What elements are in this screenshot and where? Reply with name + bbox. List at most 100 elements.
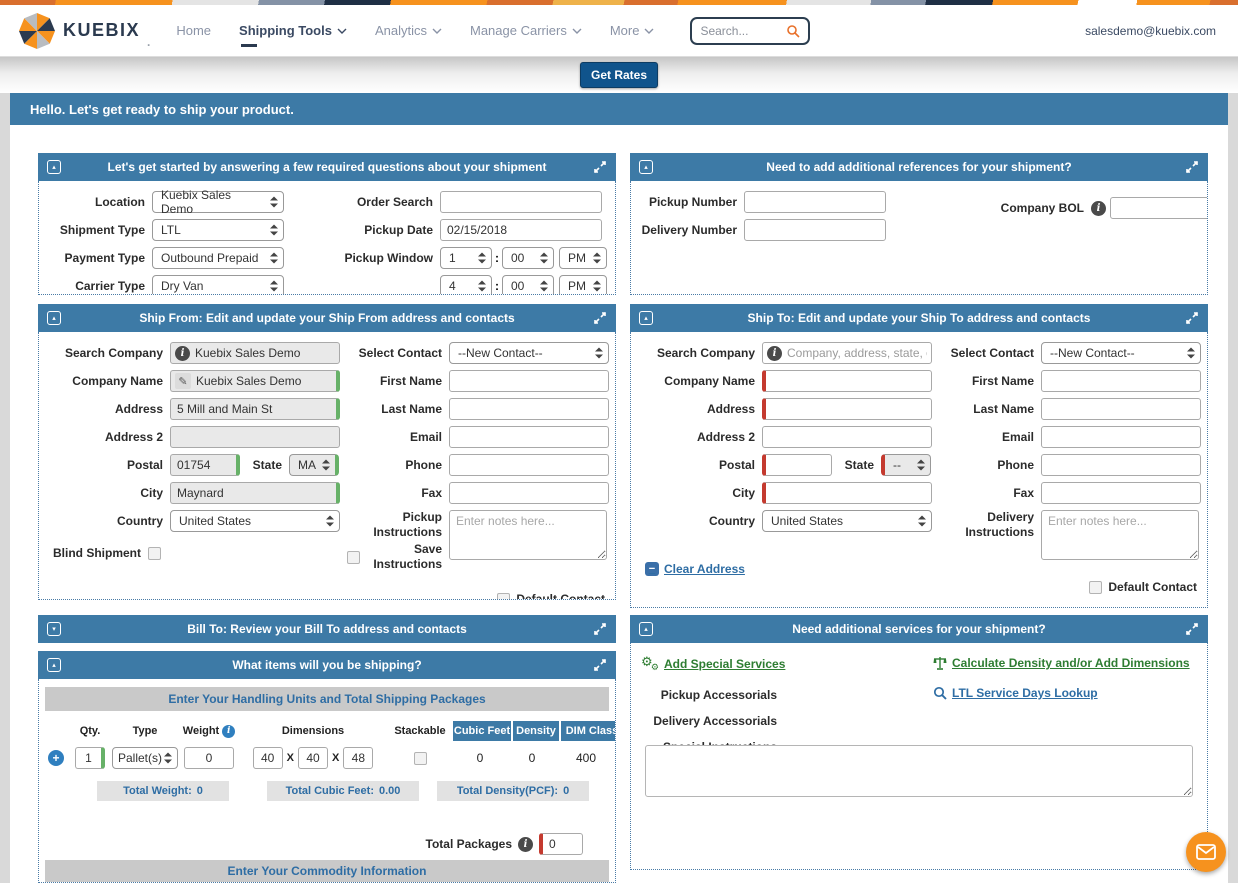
add-special-services-link[interactable]: ⚙ ⚙ Add Special Services [641, 655, 786, 673]
city-input[interactable] [170, 482, 340, 504]
stackable-checkbox[interactable] [413, 751, 427, 765]
search-company-input[interactable]: i Kuebix Sales Demo [170, 342, 340, 364]
fax-input[interactable] [449, 482, 609, 504]
expand-icon[interactable] [593, 160, 607, 174]
collapse-icon[interactable]: ▴ [47, 311, 61, 325]
dim-width-input[interactable] [298, 747, 328, 769]
calculate-density-link[interactable]: Calculate Density and/or Add Dimensions [933, 656, 1190, 670]
company-name-input[interactable]: ✎ Kuebix Sales Demo [170, 370, 340, 392]
last-name-input[interactable] [1041, 398, 1201, 420]
kuebix-logo[interactable]: KUEBIX . [18, 12, 150, 49]
fax-input[interactable] [1041, 482, 1201, 504]
info-icon[interactable]: i [518, 836, 533, 852]
phone-input[interactable] [1041, 454, 1201, 476]
last-name-input[interactable] [449, 398, 609, 420]
pickup-number-input[interactable] [744, 191, 886, 213]
postal-input[interactable] [170, 454, 240, 476]
first-name-input[interactable] [449, 370, 609, 392]
address2-input[interactable] [762, 426, 932, 448]
collapse-icon[interactable]: ▴ [639, 160, 653, 174]
panel-references-header[interactable]: ▴ Need to add additional references for … [630, 153, 1208, 181]
add-item-icon[interactable]: + [48, 750, 64, 766]
weight-info-icon[interactable]: i [222, 724, 236, 738]
state-select[interactable]: -- [881, 454, 931, 476]
city-input[interactable] [762, 482, 932, 504]
location-select[interactable]: Kuebix Sales Demo [152, 188, 284, 216]
collapse-icon[interactable]: ▴ [639, 622, 653, 636]
search-input[interactable] [700, 23, 787, 38]
panel-items-header[interactable]: ▴ What items will you be shipping? [38, 651, 616, 679]
nav-home[interactable]: Home [176, 23, 211, 38]
default-contact-checkbox[interactable] [497, 593, 511, 599]
nav-more[interactable]: More [610, 23, 655, 38]
collapse-icon[interactable]: ▴ [47, 160, 61, 174]
phone-input[interactable] [449, 454, 609, 476]
company-name-input[interactable] [762, 370, 932, 392]
save-instructions-checkbox[interactable] [347, 550, 360, 564]
payment-type-select[interactable]: Outbound Prepaid [152, 247, 284, 269]
user-email[interactable]: salesdemo@kuebix.com [1085, 23, 1216, 38]
edit-icon[interactable]: ✎ [175, 373, 191, 389]
qty-input[interactable] [75, 747, 105, 769]
pickup-instructions-textarea[interactable] [449, 510, 607, 560]
shipment-type-select[interactable]: LTL [152, 219, 284, 241]
expand-icon[interactable] [1185, 622, 1199, 636]
panel-questions-header[interactable]: ▴ Let's get started by answering a few r… [38, 153, 616, 181]
address-input[interactable] [762, 398, 932, 420]
address-input[interactable] [170, 398, 340, 420]
panel-ship-to-header[interactable]: ▴ Ship To: Edit and update your Ship To … [630, 304, 1208, 332]
search-icon[interactable] [786, 24, 801, 38]
dim-length-input[interactable] [252, 747, 283, 769]
nav-shipping-tools[interactable]: Shipping Tools [239, 23, 347, 47]
dim-height-input[interactable] [343, 747, 374, 769]
select-contact-select[interactable]: --New Contact-- [449, 342, 609, 364]
expand-icon[interactable] [593, 622, 607, 636]
carrier-type-select[interactable]: Dry Van [152, 275, 284, 294]
state-select[interactable]: MA [289, 454, 339, 476]
order-search-input[interactable] [440, 191, 602, 213]
collapse-icon[interactable]: ▴ [47, 658, 61, 672]
info-icon[interactable]: i [767, 345, 782, 361]
email-input[interactable] [449, 426, 609, 448]
search-company-input[interactable]: i Company, address, state, or zip [762, 342, 932, 364]
email-input[interactable] [1041, 426, 1201, 448]
expand-icon[interactable] [1185, 160, 1199, 174]
panel-bill-to-header[interactable]: ▾ Bill To: Review your Bill To address a… [38, 615, 616, 643]
country-select[interactable]: United States [170, 510, 340, 532]
info-icon[interactable]: i [175, 345, 190, 361]
search-box[interactable] [690, 16, 811, 45]
nav-manage-carriers[interactable]: Manage Carriers [470, 23, 582, 38]
pickup-start-hour-select[interactable]: 1 [440, 247, 492, 269]
type-select[interactable]: Pallet(s) [112, 747, 178, 769]
default-contact-checkbox[interactable] [1089, 581, 1103, 594]
weight-input[interactable] [184, 747, 234, 769]
expand-icon[interactable] [1185, 311, 1199, 325]
pickup-end-hour-select[interactable]: 4 [440, 275, 492, 294]
delivery-number-input[interactable] [744, 219, 886, 241]
pickup-end-minute-select[interactable]: 00 [502, 275, 554, 294]
blind-shipment-checkbox[interactable] [148, 546, 161, 560]
first-name-input[interactable] [1041, 370, 1201, 392]
pickup-start-ampm-select[interactable]: PM [559, 247, 607, 269]
info-icon[interactable]: i [1091, 200, 1106, 216]
expand-collapsed-icon[interactable]: ▾ [47, 622, 61, 636]
expand-icon[interactable] [593, 658, 607, 672]
delivery-instructions-textarea[interactable] [1041, 510, 1199, 560]
collapse-icon[interactable]: ▴ [639, 311, 653, 325]
expand-icon[interactable] [593, 311, 607, 325]
panel-ship-from-header[interactable]: ▴ Ship From: Edit and update your Ship F… [38, 304, 616, 332]
chat-button[interactable] [1186, 832, 1226, 872]
panel-services-header[interactable]: ▴ Need additional services for your ship… [630, 615, 1208, 643]
special-instructions-textarea[interactable] [645, 745, 1193, 797]
ltl-service-days-link[interactable]: LTL Service Days Lookup [933, 686, 1098, 700]
get-rates-button[interactable]: Get Rates [579, 62, 659, 88]
total-packages-input[interactable] [539, 833, 583, 855]
company-bol-input[interactable] [1110, 197, 1207, 219]
address2-input[interactable] [170, 426, 340, 448]
clear-address-link[interactable]: − Clear Address [645, 562, 745, 576]
pickup-start-minute-select[interactable]: 00 [502, 247, 554, 269]
nav-analytics[interactable]: Analytics [375, 23, 442, 38]
select-contact-select[interactable]: --New Contact-- [1041, 342, 1201, 364]
country-select[interactable]: United States [762, 510, 932, 532]
pickup-end-ampm-select[interactable]: PM [559, 275, 607, 294]
